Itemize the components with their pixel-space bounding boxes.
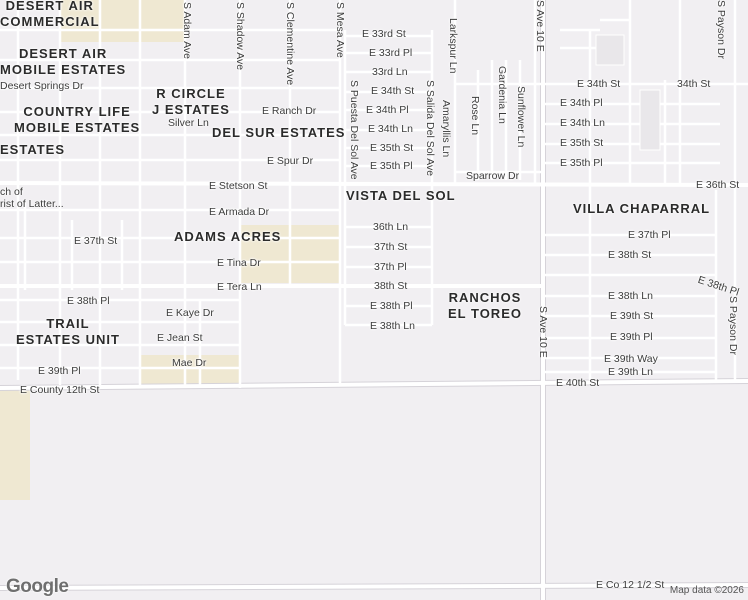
street-label: Larkspur Ln [447,18,459,74]
street-label: E Stetson St [209,180,268,192]
street-label: E 39th Ln [608,366,653,378]
sand-area [140,355,240,387]
street-label: Silver Ln [168,117,209,129]
street-label: E Co 12 1/2 St [596,579,665,591]
street-label: S Payson Dr [727,296,739,355]
street-label: E Armada Dr [209,206,270,218]
street-label: Sparrow Dr [466,170,520,182]
street-label: Desert Springs Dr [0,80,84,92]
area-trail-estates-unit: TRAIL ESTATES UNIT [16,316,120,347]
street-label: S Mesa Ave [334,2,346,58]
street-label: 37th St [374,241,408,253]
street-label: E Tera Ln [217,281,262,293]
street-label: E County 12th St [20,384,100,396]
street-label: S Ave 10 E [537,306,549,358]
sand-area [0,385,30,500]
e-36th-st-road [0,181,748,187]
street-label: E Spur Dr [267,155,314,167]
map-attribution[interactable]: Map data ©2026 [669,585,744,596]
area-del-sur-estates: DEL SUR ESTATES [212,125,346,140]
area-vista-del-sol: VISTA DEL SOL [346,188,456,203]
church-poi-label[interactable]: rist of Latter... [0,198,64,210]
street-label: E Ranch Dr [262,105,317,117]
street-label: E 39th Pl [38,365,81,377]
lots [595,34,661,151]
street-label: E 34th Ln [368,123,413,135]
street-label: S Clementine Ave [284,2,296,86]
street-label: E 35th St [370,142,414,154]
street-label: E 38th Pl [67,295,110,307]
street-label: S Ave 10 E [534,0,546,52]
street-label: E Tina Dr [217,257,261,269]
street-label: 36th Ln [373,221,409,233]
street-label: E 38th Pl [370,300,413,312]
street-label: 33rd Ln [372,66,408,78]
street-label: E 35th Pl [370,160,413,172]
street-label: Mae Dr [172,357,207,369]
street-label: 37th Pl [374,261,407,273]
street-label: E 33rd Pl [369,47,413,59]
street-label: E 39th St [610,310,654,322]
street-label: E 34th St [577,78,621,90]
street-label: E 39th Pl [610,331,653,343]
street-label: S Payson Dr [715,0,727,59]
street-label: E 37th St [74,235,118,247]
area-estates: ESTATES [0,142,66,157]
street-label: E 38th Ln [370,320,415,332]
area-r-circle-j-estates: R CIRCLE J ESTATES [152,86,230,117]
street-label: Gardenia Ln [496,66,508,124]
e-county-12th-st-road [0,379,748,390]
church-poi-label[interactable]: ch of [0,186,23,198]
street-label: E 33rd St [362,28,406,40]
google-logo[interactable]: Google [6,576,69,597]
sand-area [60,0,185,42]
street-label: 34th St [677,78,711,90]
street-label: S Salida Del Sol Ave [424,80,436,177]
street-label: E 39th Way [604,353,658,365]
area-adams-acres: ADAMS ACRES [174,229,282,244]
street-label: E 34th Pl [560,97,603,109]
street-label: Sunflower Ln [515,86,527,148]
minor-roads [0,0,748,388]
street-label: E 40th St [556,377,600,389]
street-label: E 34th Pl [366,104,409,116]
street-label: E 34th St [371,85,415,97]
street-label: E 35th Pl [560,157,603,169]
street-label: E 34th Ln [560,117,605,129]
area-desert-air-commercial: DESERT AIR COMMERCIAL [0,0,100,29]
street-label: 38th St [374,280,408,292]
area-villa-chaparral: VILLA CHAPARRAL [573,201,711,216]
area-ranchos-el-toreo: RANCHOS EL TOREO [448,290,522,321]
street-label: E 38th Ln [608,290,653,302]
e-co-12-half-st-road [0,583,748,590]
street-label: E 38th St [608,249,652,261]
area-desert-air-mobile-estates: DESERT AIR MOBILE ESTATES [0,46,127,77]
area-country-life-mobile-estates: COUNTRY LIFE MOBILE ESTATES [14,104,141,135]
street-label: S Shadow Ave [234,2,246,71]
street-label: E 36th St [696,179,740,191]
street-label: S Puesta Del Sol Ave [348,80,360,180]
street-label: E 37th Pl [628,229,671,241]
street-label: Rose Ln [469,96,481,136]
street-label: E 35th St [560,137,604,149]
street-label: Amaryllis Ln [440,100,452,158]
street-label: E Jean St [157,332,203,344]
street-label: S Adam Ave [181,2,193,60]
street-label: E Kaye Dr [166,307,214,319]
